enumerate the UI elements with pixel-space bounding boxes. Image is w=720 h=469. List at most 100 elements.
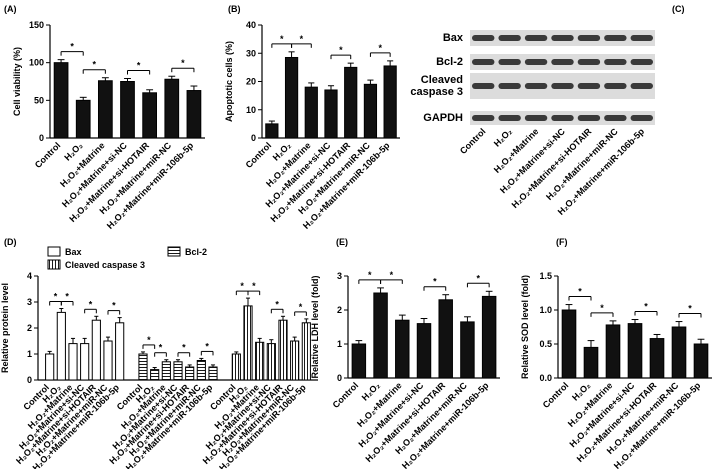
bar xyxy=(120,81,135,139)
sig-star: * xyxy=(89,299,93,309)
sig-star: * xyxy=(299,302,303,312)
blot-band xyxy=(524,35,548,41)
y-tick-label: 50 xyxy=(34,95,44,105)
blot-band xyxy=(630,35,653,41)
blot-row-label: Bcl-2 xyxy=(436,56,463,68)
y-tick-label: 20 xyxy=(246,77,256,87)
bar xyxy=(395,319,410,379)
sig-star: * xyxy=(137,60,141,70)
bar xyxy=(278,319,288,381)
blot-band xyxy=(498,59,521,65)
legend-swatch xyxy=(47,246,61,257)
blot-band xyxy=(498,83,521,89)
sig-star: * xyxy=(182,343,186,353)
bar xyxy=(138,353,148,381)
bar xyxy=(186,90,202,139)
blot-band xyxy=(551,115,574,121)
bar xyxy=(583,346,599,379)
blot-band xyxy=(577,115,601,121)
bar xyxy=(164,78,180,139)
legend-swatch xyxy=(167,246,181,257)
sig-star: * xyxy=(379,43,383,53)
bar xyxy=(45,353,55,381)
legend-label: Bax xyxy=(65,247,82,257)
y-tick-label: 30 xyxy=(246,48,256,58)
sig-star: * xyxy=(339,45,343,55)
legend-label: Cleaved caspase 3 xyxy=(65,260,145,270)
bar xyxy=(671,326,687,379)
bar xyxy=(68,343,78,381)
bar xyxy=(142,92,158,139)
blot-band xyxy=(524,115,548,121)
y-tick-label: 10 xyxy=(246,105,256,115)
bar xyxy=(605,324,621,379)
sig-star: * xyxy=(147,335,151,345)
sig-star: * xyxy=(205,341,209,351)
y-axis-label: Relative protein level xyxy=(0,283,10,373)
bar xyxy=(255,341,265,381)
y-tick-label: 2 xyxy=(337,305,342,315)
panel-label: (B) xyxy=(228,4,241,14)
sig-star: * xyxy=(275,299,279,309)
panel-label: (E) xyxy=(336,237,348,247)
bar xyxy=(438,299,453,379)
blot-band xyxy=(551,35,574,41)
bar xyxy=(161,361,171,381)
x-tick-label: Control xyxy=(244,140,274,170)
y-tick-label: 100 xyxy=(29,58,44,68)
legend-swatch xyxy=(47,259,61,270)
blot-band xyxy=(498,35,521,41)
sig-star: * xyxy=(477,273,481,283)
bar xyxy=(481,295,497,379)
bar xyxy=(208,366,218,381)
blot-band xyxy=(604,59,627,65)
y-axis-label: Relative LDH level (fold) xyxy=(310,275,320,378)
bar xyxy=(91,319,101,381)
x-tick-label: Control xyxy=(541,380,571,410)
sig-star: * xyxy=(390,270,394,280)
sig-star: * xyxy=(54,292,58,302)
y-tick-label: 40 xyxy=(246,20,256,30)
bar xyxy=(373,292,388,379)
blot-band xyxy=(577,35,601,41)
bar xyxy=(53,62,69,139)
sig-star: * xyxy=(240,281,244,291)
bar xyxy=(649,338,665,379)
bar xyxy=(290,340,300,381)
bar xyxy=(693,343,709,379)
bar xyxy=(196,360,206,381)
sig-star: * xyxy=(280,34,284,44)
y-tick-label: 150 xyxy=(29,20,44,30)
panel-label: (F) xyxy=(556,237,568,247)
panel-label: (C) xyxy=(672,4,685,14)
blot-band xyxy=(577,83,601,89)
blot-band xyxy=(630,59,653,65)
bar xyxy=(150,369,160,381)
x-tick-label: Control xyxy=(458,126,488,156)
sig-star: * xyxy=(600,303,604,313)
bar xyxy=(284,56,299,139)
sig-star: * xyxy=(688,304,692,314)
bar xyxy=(56,311,66,381)
sig-star: * xyxy=(181,58,185,68)
bar xyxy=(103,340,113,381)
bar xyxy=(173,361,183,381)
bar xyxy=(304,86,318,139)
blot-band xyxy=(472,115,495,121)
bar xyxy=(80,343,90,381)
bar xyxy=(97,80,113,139)
y-axis-label: Cell viability (%) xyxy=(12,47,22,116)
y-tick-label: 2 xyxy=(27,323,32,333)
panel-label: (D) xyxy=(4,237,17,247)
blot-band xyxy=(630,83,653,89)
bar xyxy=(344,66,358,139)
sig-star: * xyxy=(93,60,97,70)
bar xyxy=(185,366,195,381)
blot-band xyxy=(604,115,627,121)
bar xyxy=(115,322,125,381)
blot-band xyxy=(604,35,627,41)
bar xyxy=(324,89,338,139)
blot-row-label: Bax xyxy=(442,32,463,44)
blot-row-label: Cleaved caspase 3 xyxy=(410,74,463,98)
